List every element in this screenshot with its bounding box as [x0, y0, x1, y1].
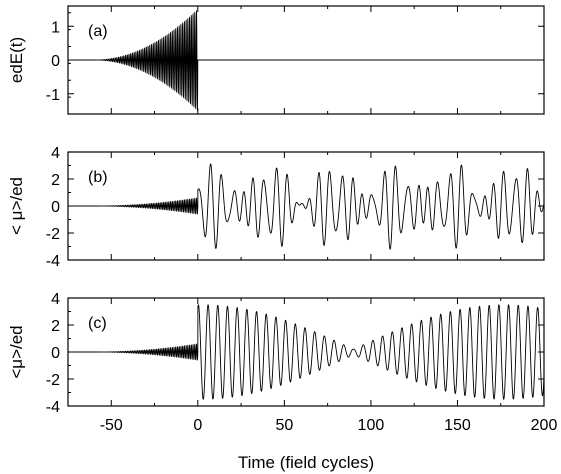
x-tick-label: 0 [193, 417, 202, 434]
y-tick-label: 2 [51, 172, 60, 189]
panel-c: -4 -2 0 2 4 (c) <μ>/ed [7, 291, 545, 416]
panel-label: (a) [88, 23, 108, 40]
panel-b: -4 -2 0 2 4 (b) < μ>/ed [7, 145, 545, 270]
y-tick-label: -2 [46, 226, 60, 243]
series-line [67, 304, 545, 400]
x-axis-label: Time (field cycles) [238, 453, 374, 472]
x-tick-label: 50 [275, 417, 293, 434]
x-tick-label: 200 [531, 417, 558, 434]
y-axis-label: < μ>/ed [7, 177, 26, 235]
y-tick-label: 1 [51, 19, 60, 36]
y-tick-label: 2 [51, 318, 60, 335]
y-tick-label: 4 [51, 145, 60, 162]
panel-label: (c) [88, 315, 107, 332]
y-tick-label: 0 [51, 199, 60, 216]
x-tick-label: 150 [444, 417, 471, 434]
y-tick-label: 0 [51, 53, 60, 70]
y-axis-label: <μ>/ed [7, 325, 26, 378]
y-tick-label: -2 [46, 372, 60, 389]
y-tick-label: 4 [51, 291, 60, 308]
x-tick-label: 100 [358, 417, 385, 434]
y-tick-label: -4 [46, 399, 60, 416]
y-tick-label: 0 [51, 345, 60, 362]
series-line [67, 10, 545, 111]
y-tick-label: -4 [46, 253, 60, 270]
series-line [67, 163, 545, 250]
y-axis-label: edE(t) [7, 37, 26, 83]
y-tick-label: -1 [46, 87, 60, 104]
panel-a: -1 0 1 (a) edE(t) [7, 5, 545, 115]
x-tick-label: -50 [100, 417, 123, 434]
panel-label: (b) [88, 169, 108, 186]
